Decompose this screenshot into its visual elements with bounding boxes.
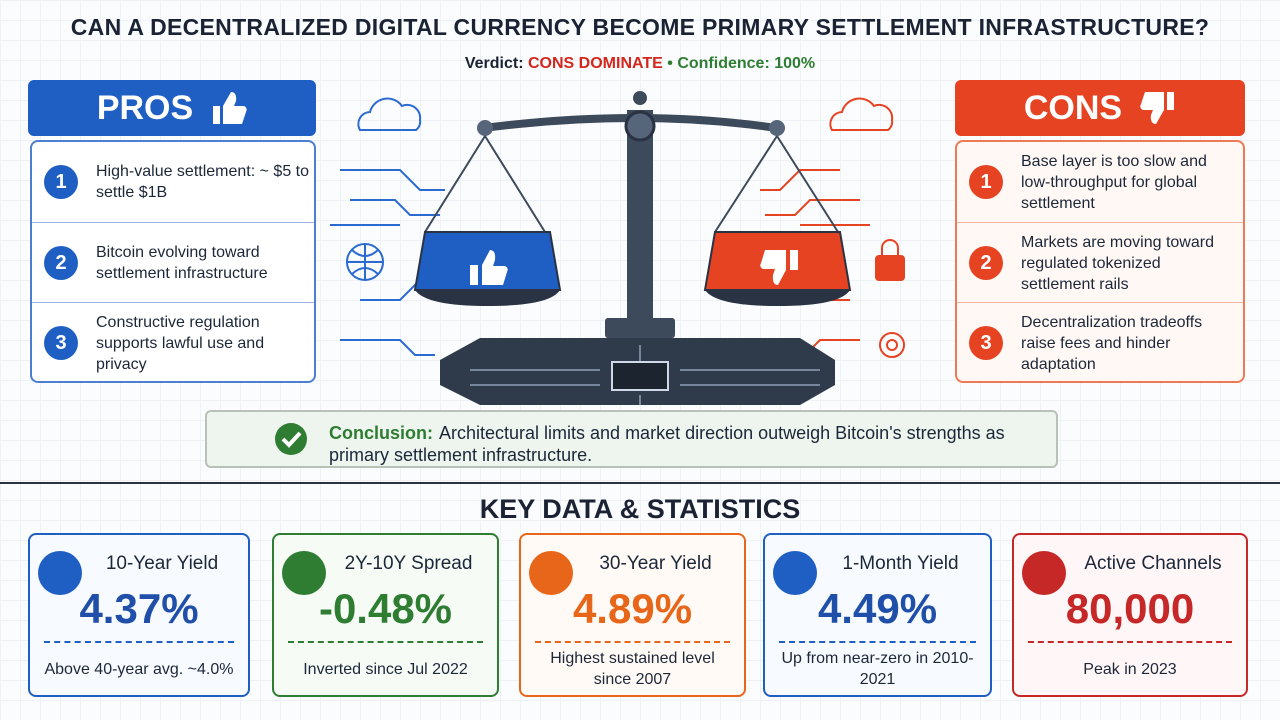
card-divider <box>535 641 730 643</box>
lock-shackle <box>881 239 899 256</box>
card-note: Inverted since Jul 2022 <box>303 660 468 678</box>
pros-list: 1 High-value settlement: ~ $5 to settle $… <box>30 140 316 383</box>
card-note: Up from near-zero in 2010-2021 <box>781 650 974 688</box>
gear-hub <box>886 339 898 351</box>
chip <box>611 361 669 391</box>
conclusion-text-block: Conclusion: Architectural limits and mark… <box>329 422 1029 466</box>
card-value: -0.48% <box>318 585 453 632</box>
pillar-base <box>605 318 675 338</box>
stat-card: 1-Month Yield 4.49% Up from near-zero in 2… <box>763 533 992 697</box>
card-title: 10-Year Yield <box>105 553 219 574</box>
pros-item: 2 Bitcoin evolving toward settlement infr… <box>32 222 314 303</box>
card-icon <box>38 551 82 595</box>
chains <box>424 135 839 233</box>
thumb-up-icon <box>470 250 508 285</box>
separator: • <box>667 55 673 72</box>
check-icon <box>275 423 307 455</box>
left-decor <box>330 97 445 356</box>
card-icon <box>1022 551 1066 595</box>
left-joint <box>477 120 493 136</box>
conclusion-label: Conclusion: <box>329 423 433 443</box>
card-title: 2Y-10Y Spread <box>344 553 473 574</box>
item-text: Constructive regulation supports lawful … <box>96 313 265 373</box>
item-number: 2 <box>44 246 78 280</box>
scale-illustration <box>330 91 905 405</box>
item-number: 3 <box>44 326 78 360</box>
divider <box>0 482 1280 484</box>
pros-item: 3 Constructive regulation supports lawful… <box>32 302 314 383</box>
pros-heading: PROS <box>96 88 194 127</box>
stat-card: 10-Year Yield 4.37% Above 40-year avg. ~4.… <box>28 533 250 697</box>
verdict-label: Verdict: <box>464 55 524 72</box>
card-value: 4.89% <box>572 585 693 632</box>
finial <box>633 91 647 105</box>
card-icon <box>529 551 573 595</box>
verdict-line: Verdict: CONS DOMINATE • Confidence: 100… <box>0 55 1280 73</box>
card-title: 30-Year Yield <box>599 553 712 574</box>
thumb-down-icon <box>1140 92 1175 124</box>
pillar <box>627 110 653 320</box>
statistics-heading: KEY DATA & STATISTICS <box>479 494 801 524</box>
item-number: 2 <box>969 246 1003 280</box>
cloud-icon <box>829 97 894 131</box>
title: CAN A DECENTRALIZED DIGITAL CURRENCY BEC… <box>70 14 1210 40</box>
card-title: Active Channels <box>1084 553 1222 574</box>
card-value: 4.37% <box>79 585 199 632</box>
right-joint <box>769 120 785 136</box>
item-number: 1 <box>44 165 78 199</box>
verdict: CONS DOMINATE <box>528 55 663 72</box>
cons-item: 1 Base layer is too slow and low-throughp… <box>957 142 1243 222</box>
cons-heading: CONS <box>1023 88 1123 127</box>
lock-icon <box>875 255 905 281</box>
item-text: Base layer is too slow and low-throughpu… <box>1021 152 1207 212</box>
platform-circuits <box>470 345 820 405</box>
confidence: Confidence: 100% <box>677 55 816 72</box>
circuit-lines <box>330 169 445 356</box>
conclusion-box: Conclusion: Architectural limits and mark… <box>205 410 1058 468</box>
thumb-up-icon <box>213 92 247 124</box>
card-value: 4.49% <box>817 585 938 632</box>
cons-item: 3 Decentralization tradeoffs raise fees a… <box>957 302 1243 383</box>
stat-card: 30-Year Yield 4.89% Highest sustained leve… <box>519 533 746 697</box>
cloud-icon <box>357 97 422 131</box>
item-text: High-value settlement: ~ $5 to settle $1… <box>96 163 310 201</box>
card-icon <box>773 551 817 595</box>
card-divider <box>1028 641 1232 643</box>
card-note: Peak in 2023 <box>1083 660 1177 678</box>
card-note: Above 40-year avg. ~4.0% <box>44 660 234 678</box>
cons-heading-box: CONS <box>955 80 1245 136</box>
item-text: Bitcoin evolving toward settlement infra… <box>96 244 268 282</box>
pivot <box>624 110 656 142</box>
card-title: 1-Month Yield <box>842 553 959 574</box>
pros-item: 1 High-value settlement: ~ $5 to settle $… <box>32 142 314 222</box>
item-text: Markets are moving toward regulated toke… <box>1021 233 1214 293</box>
stat-card: 2Y-10Y Spread -0.48% Inverted since Jul 20… <box>272 533 499 697</box>
item-text: Decentralization tradeoffs raise fees an… <box>1021 313 1203 373</box>
item-number: 1 <box>969 165 1003 199</box>
card-note: Highest sustained level since 2007 <box>550 650 715 688</box>
right-decor <box>760 97 905 358</box>
beam <box>484 114 776 132</box>
card-divider <box>288 641 483 643</box>
cons-item: 2 Markets are moving toward regulated tok… <box>957 222 1243 303</box>
conclusion-text: Architectural limits and market directio… <box>329 423 1005 465</box>
pros-heading-box: PROS <box>28 80 316 136</box>
card-divider <box>44 641 234 643</box>
globe-lines <box>347 244 383 280</box>
pros-pan-base <box>415 290 560 306</box>
item-number: 3 <box>969 326 1003 360</box>
cons-list: 1 Base layer is too slow and low-throughp… <box>955 140 1245 383</box>
card-icon <box>282 551 326 595</box>
gear-icon <box>879 332 905 358</box>
thumb-down-icon <box>760 250 798 285</box>
cons-pan-base <box>705 290 850 306</box>
card-divider <box>779 641 976 643</box>
circuit-lines <box>760 169 870 356</box>
card-value: 80,000 <box>1065 585 1195 632</box>
stat-card: Active Channels 80,000 Peak in 2023 <box>1012 533 1248 697</box>
